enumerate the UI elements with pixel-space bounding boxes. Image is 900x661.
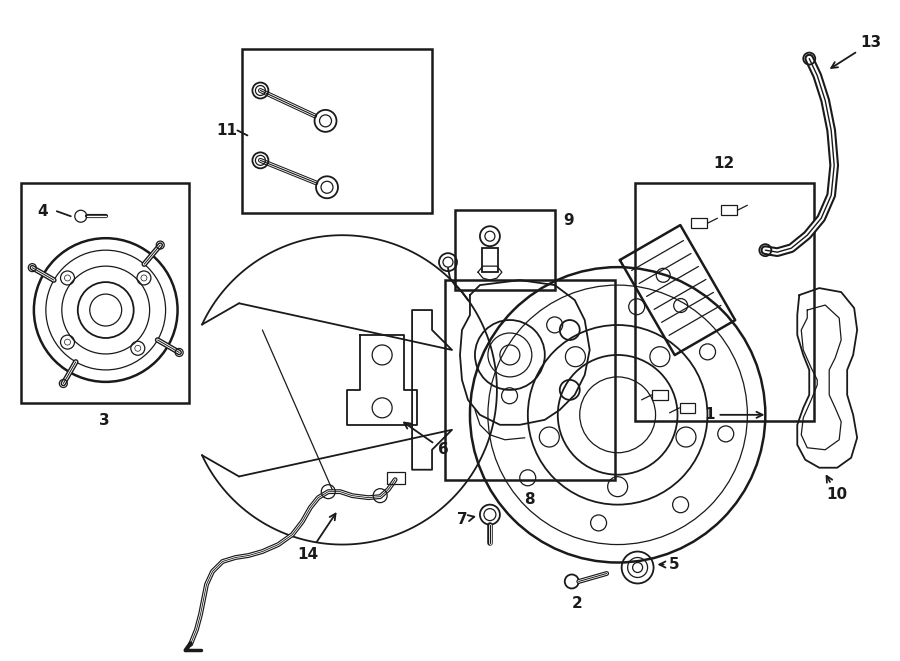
Text: 8: 8 (525, 492, 535, 507)
Bar (455, 210, 554, 290)
Bar (242, 49, 432, 214)
Circle shape (90, 294, 122, 326)
Circle shape (135, 345, 140, 351)
Text: 11: 11 (216, 123, 238, 138)
Text: 9: 9 (562, 213, 573, 228)
Bar (722, 206, 737, 215)
Circle shape (65, 339, 70, 345)
Bar (445, 280, 615, 480)
Text: 4: 4 (38, 204, 49, 219)
Text: 1: 1 (704, 407, 762, 422)
Text: 3: 3 (99, 413, 110, 428)
Text: 6: 6 (404, 422, 448, 457)
Text: 7: 7 (456, 512, 474, 527)
Text: 12: 12 (714, 156, 735, 171)
Text: 5: 5 (660, 557, 680, 572)
Bar (680, 403, 696, 413)
Text: 14: 14 (298, 514, 336, 562)
Circle shape (141, 275, 147, 281)
Bar (21, 183, 189, 403)
Circle shape (65, 275, 70, 281)
Bar (691, 218, 707, 228)
Bar (387, 472, 405, 484)
Bar (652, 390, 668, 400)
Text: 13: 13 (832, 35, 882, 68)
Text: 2: 2 (572, 596, 582, 611)
Bar (634, 183, 814, 421)
Bar (482, 248, 498, 272)
Text: 10: 10 (826, 476, 848, 502)
